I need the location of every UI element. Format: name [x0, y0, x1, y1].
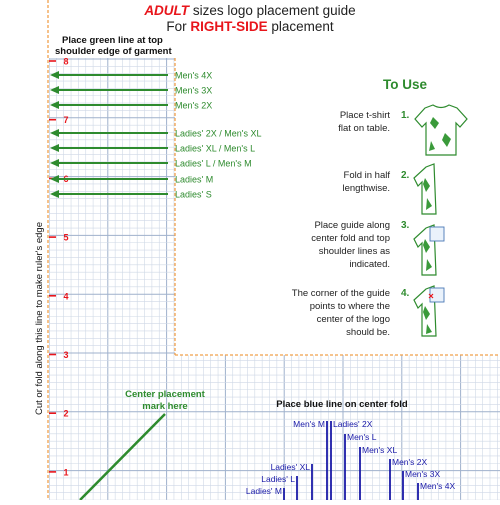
green-arrowhead: [50, 71, 59, 79]
green-size-label: Ladies' XL / Men's L: [175, 144, 255, 154]
ruler-number: 4: [63, 291, 68, 301]
green-arrowhead: [50, 144, 59, 152]
header-adult: ADULT: [143, 3, 190, 18]
step-text-line: Place t-shirt: [340, 110, 391, 121]
blue-size-label: Men's L: [347, 432, 377, 442]
header-line-1: ADULT sizes logo placement guide: [143, 3, 355, 18]
blue-size-label: Ladies' L: [261, 474, 295, 484]
green-line-caption-2: shoulder edge of garment: [55, 46, 172, 57]
step-text-line: should be.: [346, 327, 390, 338]
header-line-2-prefix: For: [166, 19, 190, 34]
blue-line-caption: Place blue line on center fold: [276, 399, 408, 410]
to-use-panel: To Use Place t-shirt flat on table. 1. Fold…: [292, 77, 468, 338]
blue-size-label: Men's M: [293, 419, 325, 429]
step-text-line: Place guide along: [314, 220, 390, 231]
center-caption-2: mark here: [142, 401, 187, 412]
header-line-2: For RIGHT-SIDE placement: [166, 19, 334, 34]
blue-size-label: Men's XL: [362, 445, 397, 455]
tshirt-guide-icon: [413, 224, 445, 276]
green-size-label: Ladies' L / Men's M: [175, 159, 252, 169]
step-text-line: The corner of the guide: [292, 288, 390, 299]
blue-size-label: Ladies' M: [246, 486, 282, 496]
blue-size-label: Men's 2X: [392, 457, 427, 467]
green-arrowhead: [50, 175, 59, 183]
center-caption-1: Center placement: [125, 389, 206, 400]
ruler-number: 5: [63, 233, 68, 243]
step-text-line: indicated.: [349, 259, 390, 270]
ruler-number: 7: [63, 115, 68, 125]
ruler-number: 3: [63, 350, 68, 360]
green-arrowhead: [50, 129, 59, 137]
step-number: 4.: [401, 288, 410, 299]
blue-size-label: Ladies' 2X: [333, 419, 373, 429]
vertical-cut-caption: Cut or fold along this line to make rule…: [34, 222, 45, 415]
green-size-label: Ladies' S: [175, 190, 212, 200]
green-arrowhead: [50, 86, 59, 94]
blue-size-label: Men's 4X: [420, 481, 455, 491]
green-arrowhead: [50, 101, 59, 109]
green-size-label: Men's 3X: [175, 86, 212, 96]
green-size-label: Men's 2X: [175, 101, 212, 111]
step-text-line: Fold in half: [344, 170, 391, 181]
green-size-label: Men's 4X: [175, 71, 212, 81]
ruler-number: 8: [63, 57, 68, 67]
green-size-label: Ladies' 2X / Men's XL: [175, 129, 261, 139]
to-use-title: To Use: [383, 77, 427, 92]
step-text-line: shoulder lines as: [319, 246, 391, 257]
blue-size-lines: Men's M Ladies' 2X Men's L Men's XL Men's 2X…: [246, 419, 455, 500]
green-size-arrows: Men's 4X Men's 3X Men's 2X Ladies' 2X / Men…: [50, 71, 261, 200]
step-text-line: center of the logo: [317, 314, 390, 325]
tshirt-logo-point-icon: [413, 285, 445, 337]
step-number: 2.: [401, 170, 410, 181]
blue-size-label: Ladies' XL: [271, 462, 311, 472]
tshirt-flat-icon: [414, 104, 468, 156]
center-placement-diagonal: [79, 413, 166, 501]
green-arrowhead: [50, 159, 59, 167]
header-line-1-rest: sizes logo placement guide: [189, 3, 356, 18]
step-text-line: flat on table.: [338, 123, 390, 134]
ruler-numbers: 87654321: [49, 57, 69, 477]
step-number: 1.: [401, 110, 410, 121]
step-text-line: center fold and top: [311, 233, 390, 244]
step-text-line: points to where the: [310, 301, 390, 312]
ruler-number: 2: [63, 409, 68, 419]
header-line-2-suffix: placement: [268, 19, 334, 34]
ruler-number: 1: [63, 467, 68, 477]
green-line-caption-1: Place green line at top: [62, 35, 163, 46]
tshirt-folded-icon: [413, 163, 437, 215]
green-arrowhead: [50, 190, 59, 198]
blue-size-label: Men's 3X: [405, 469, 440, 479]
step-number: 3.: [401, 220, 410, 231]
to-use-steps: Place t-shirt flat on table. 1. Fold in hal…: [292, 110, 410, 338]
step-text-line: lengthwise.: [342, 183, 390, 194]
header-right-side: RIGHT-SIDE: [190, 19, 267, 34]
green-size-label: Ladies' M: [175, 175, 213, 185]
